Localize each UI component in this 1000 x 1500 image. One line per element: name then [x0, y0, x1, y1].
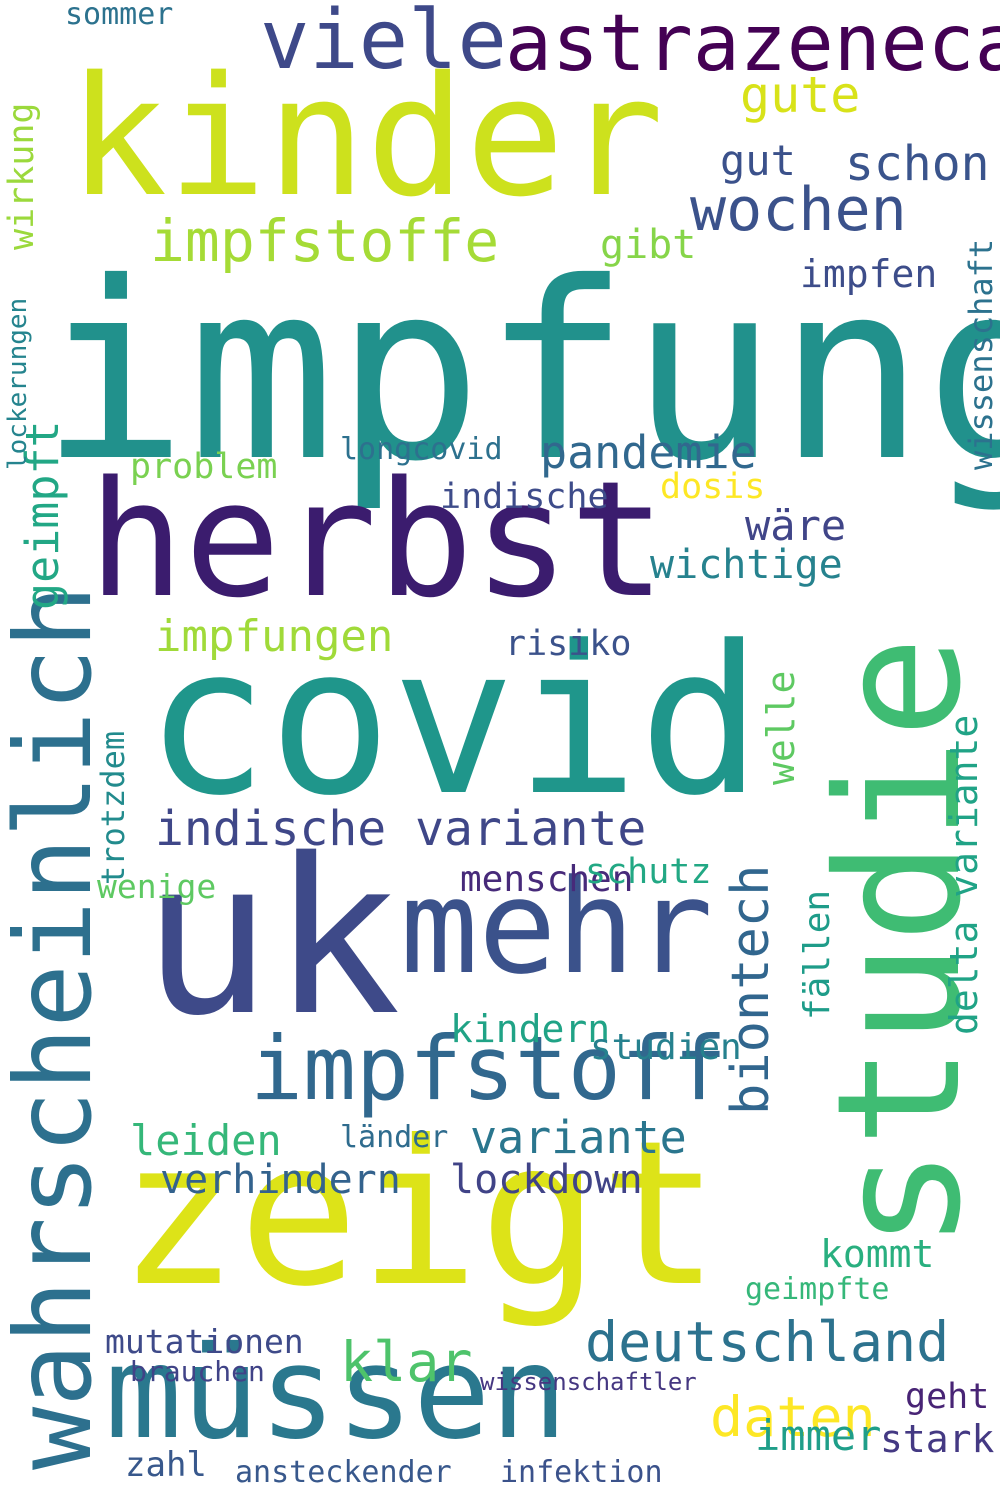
word-lockdown: lockdown — [450, 1157, 643, 1203]
word-longcovid: longcovid — [340, 432, 503, 467]
word-studien: studien — [590, 1027, 742, 1068]
word-covid: covid — [145, 603, 763, 841]
word-delta-variante: delta variante — [942, 714, 986, 1035]
word-indische: indische — [440, 477, 609, 517]
word-wenige: wenige — [97, 867, 217, 906]
word-dosis: dosis — [660, 467, 766, 507]
word-sommer: sommer — [65, 0, 174, 32]
word-wissenschaftler: wissenschaftler — [480, 1368, 697, 1396]
word-geht: geht — [905, 1377, 990, 1417]
word-pandemie: pandemie — [540, 426, 757, 479]
word-wissenschaft: wissenschaft — [962, 238, 1000, 470]
word-viele: viele — [260, 0, 507, 88]
word-leiden: leiden — [130, 1116, 282, 1165]
word-wichtige: wichtige — [650, 542, 843, 588]
word-wirkung: wirkung — [2, 102, 42, 250]
word-schutz: schutz — [585, 852, 712, 892]
word-menschen: menschen — [460, 859, 634, 900]
word-laender: länder — [340, 1120, 449, 1155]
word-risiko: risiko — [505, 624, 632, 664]
word-impfungen: impfungen — [155, 611, 394, 662]
word-brauchen: brauchen — [130, 1355, 265, 1388]
word-ansteckender: ansteckender — [235, 1455, 452, 1490]
word-muessen: müssen — [105, 1319, 568, 1468]
word-immer: immer — [755, 1411, 882, 1460]
word-gute: gute — [740, 66, 861, 124]
word-deutschland: deutschland — [585, 1310, 950, 1374]
word-mehr: mehr — [400, 851, 714, 1003]
word-schon: schon — [845, 136, 990, 192]
word-astrazeneca: astrazeneca — [505, 0, 1000, 89]
word-infektion: infektion — [500, 1455, 663, 1490]
word-verhindern: verhindern — [160, 1157, 401, 1203]
word-wahrscheinlich: wahrscheinlich — [0, 584, 115, 1470]
word-herbst: herbst — [88, 446, 666, 633]
word-variante: variante — [470, 1111, 687, 1164]
word-mutationen: mutationen — [105, 1322, 304, 1361]
word-impfen: impfen — [800, 252, 938, 296]
word-trotzdem: trotzdem — [94, 730, 132, 885]
word-kinder: kinder — [68, 41, 665, 233]
word-gut: gut — [720, 136, 796, 185]
word-stark: stark — [880, 1417, 995, 1461]
word-faelle: fällen — [797, 889, 838, 1020]
word-indische-variante: indische variante — [155, 801, 647, 857]
word-gibt: gibt — [600, 222, 697, 268]
word-impfstoffe: impfstoffe — [150, 207, 500, 275]
word-kommt: kommt — [820, 1232, 935, 1276]
word-problem: problem — [130, 447, 278, 487]
word-daten: daten — [710, 1385, 876, 1449]
word-klar: klar — [340, 1330, 473, 1394]
word-lockerungen: lockerungen — [3, 297, 33, 470]
word-zahl: zahl — [125, 1445, 207, 1485]
word-impfstoff: impfstoff — [250, 1017, 727, 1120]
word-kindern: kindern — [450, 1007, 611, 1051]
word-impfung: impfung — [40, 230, 1000, 515]
word-zeigt: zeigt — [118, 1098, 721, 1331]
word-geimpfte: geimpfte — [745, 1272, 890, 1307]
word-welle: welle — [759, 670, 803, 785]
word-biontech: biontech — [721, 864, 781, 1115]
word-waere: wäre — [745, 501, 847, 550]
word-wochen: wochen — [690, 175, 907, 245]
word-uk: uk — [142, 812, 401, 1063]
